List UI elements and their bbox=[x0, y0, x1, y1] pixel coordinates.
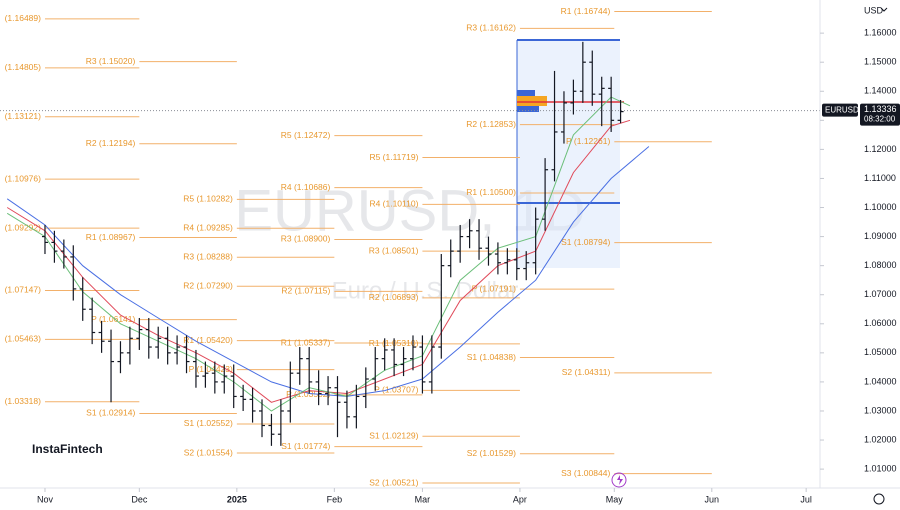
plot-area: (1.16489) (1.14805) (1.13121) (1.10976) (1.0… bbox=[0, 6, 820, 487]
pivot-label: R1 (1.05420) bbox=[183, 335, 233, 345]
y-tick-label: 1.14000 bbox=[864, 86, 897, 96]
pivot-label: P (1.03552) bbox=[286, 389, 330, 399]
x-tick-label: Mar bbox=[415, 494, 431, 504]
y-tick-label: 1.07000 bbox=[864, 289, 897, 299]
pivot-label: R4 (1.10686) bbox=[281, 182, 331, 192]
pivot-label: R5 (1.11719) bbox=[369, 152, 418, 162]
x-tick-label: Feb bbox=[327, 494, 343, 504]
pivot-label: R1 (1.10500) bbox=[466, 187, 516, 197]
pivot-label: R4 (1.10110) bbox=[369, 199, 418, 209]
y-tick-label: 1.12000 bbox=[864, 144, 897, 154]
y-tick-label: 1.05000 bbox=[864, 347, 897, 357]
y-tick-label: 1.16000 bbox=[864, 28, 897, 38]
x-tick-label: 2025 bbox=[227, 494, 247, 504]
pivot-label: (1.07147) bbox=[5, 285, 42, 295]
time-label: 08:32:00 bbox=[864, 115, 896, 124]
pivot-label: R1 (1.05337) bbox=[281, 337, 331, 347]
pivot-label: R2 (1.07290) bbox=[183, 281, 233, 291]
pivot-label: P (1.04423) bbox=[189, 364, 233, 374]
pivot-label: R1 (1.16744) bbox=[561, 6, 611, 16]
event-icon[interactable] bbox=[611, 472, 627, 488]
dropdown-icon[interactable] bbox=[880, 7, 888, 12]
pivot-label: R4 (1.09285) bbox=[183, 223, 233, 233]
pivot-label: P (1.12261) bbox=[566, 136, 610, 146]
brand-logo: InstaFintech bbox=[32, 442, 103, 456]
pivot-label: S1 (1.04838) bbox=[467, 352, 516, 362]
y-tick-label: 1.11000 bbox=[864, 173, 896, 183]
pivot-label: (1.10976) bbox=[5, 173, 42, 183]
pivot-label: S3 (1.00844) bbox=[561, 468, 610, 478]
watermark-subtitle: Euro / U.S. Dollar bbox=[332, 277, 519, 304]
pivot-label: R2 (1.06893) bbox=[369, 292, 419, 302]
pivot-label: R3 (1.08900) bbox=[281, 234, 331, 244]
pivot-label: R5 (1.10282) bbox=[183, 194, 233, 204]
pivot-label: S1 (1.08794) bbox=[561, 237, 610, 247]
y-tick-label: 1.04000 bbox=[864, 376, 897, 386]
pivot-label: S2 (1.00521) bbox=[369, 477, 418, 487]
y-tick-label: 1.09000 bbox=[864, 231, 897, 241]
settings-icon[interactable] bbox=[873, 493, 885, 505]
profile-bar bbox=[517, 96, 547, 106]
pivot-label: P (1.07191) bbox=[472, 283, 516, 293]
pivot-label: S2 (1.01554) bbox=[184, 447, 233, 457]
y-tick-label: 1.06000 bbox=[864, 318, 897, 328]
profile-bar bbox=[517, 90, 535, 96]
pivot-label: R3 (1.15020) bbox=[86, 56, 136, 66]
x-tick-label: Apr bbox=[513, 494, 527, 504]
pivot-label: (1.14805) bbox=[5, 62, 42, 72]
pivot-label: R3 (1.08501) bbox=[369, 245, 419, 255]
y-tick-label: 1.03000 bbox=[864, 405, 897, 415]
pivot-label: R2 (1.07115) bbox=[281, 286, 330, 296]
pivot-label: S1 (1.02914) bbox=[86, 408, 135, 418]
x-tick-label: Jun bbox=[705, 494, 720, 504]
symbol-label: EURUSD bbox=[825, 106, 859, 115]
pivot-label: R2 (1.12853) bbox=[466, 119, 516, 129]
pivot-label: R3 (1.16162) bbox=[466, 23, 516, 33]
volume-profile bbox=[516, 39, 624, 268]
y-tick-label: 1.15000 bbox=[864, 57, 897, 67]
pivot-label: (1.13121) bbox=[5, 111, 42, 121]
pivot-label: P (1.06141) bbox=[91, 314, 135, 324]
x-tick-label: May bbox=[606, 494, 624, 504]
logo-box bbox=[22, 430, 104, 468]
x-tick-label: Nov bbox=[37, 494, 54, 504]
pivot-label: R2 (1.12194) bbox=[86, 138, 136, 148]
y-tick-label: 1.10000 bbox=[864, 202, 897, 212]
pivot-label: R5 (1.12472) bbox=[281, 130, 331, 140]
profile-bar bbox=[517, 106, 539, 112]
x-tick-label: Dec bbox=[131, 494, 148, 504]
pivot-label: S1 (1.02129) bbox=[369, 431, 418, 441]
pivot-label: R3 (1.08288) bbox=[183, 252, 233, 262]
symbol-tag bbox=[822, 103, 858, 117]
event-bolt bbox=[617, 475, 623, 485]
pivot-label: S1 (1.01774) bbox=[281, 441, 330, 451]
pivot-label: R1 (1.08967) bbox=[86, 232, 136, 242]
y-tick-label: 1.02000 bbox=[864, 434, 897, 444]
x-tick-label: Jul bbox=[800, 494, 812, 504]
pivot-label: (1.03318) bbox=[5, 396, 42, 406]
price-axis bbox=[820, 0, 900, 510]
currency-label[interactable]: USD bbox=[864, 5, 884, 15]
pivot-label: (1.09292) bbox=[5, 222, 42, 232]
price-tag bbox=[860, 103, 900, 126]
pivot-label: (1.05463) bbox=[5, 334, 42, 344]
pivot-label: (1.16489) bbox=[5, 13, 42, 23]
pivot-label: P (1.03707) bbox=[374, 385, 418, 395]
price-label: 1.13336 bbox=[864, 104, 897, 114]
pivot-label: S1 (1.02552) bbox=[184, 418, 233, 428]
y-tick-label: 1.08000 bbox=[864, 260, 897, 270]
y-tick-label: 1.01000 bbox=[864, 463, 897, 473]
pivot-label: S2 (1.01529) bbox=[467, 448, 516, 458]
axis-labels: 1.01000 1.02000 1.03000 1.04000 1.05000 1.060… bbox=[37, 28, 900, 504]
pivot-label: S2 (1.04311) bbox=[562, 367, 611, 377]
profile-area bbox=[517, 40, 620, 268]
